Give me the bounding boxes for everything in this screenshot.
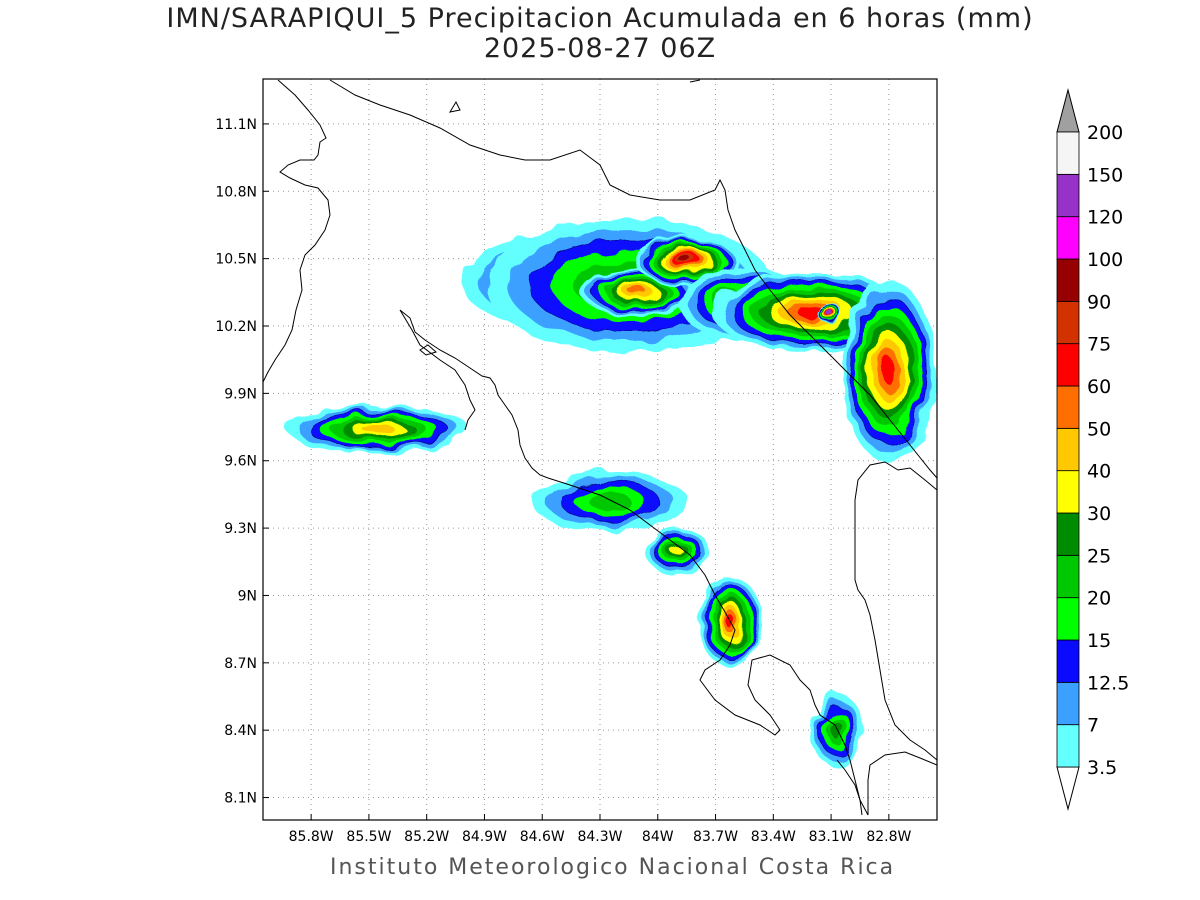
colorbar-swatch: [1056, 639, 1080, 683]
colorbar-label: 25: [1087, 545, 1111, 567]
colorbar-label: 3.5: [1087, 757, 1117, 779]
lat-tick-label: 8.4N: [224, 723, 257, 739]
precip-contour: [362, 425, 395, 434]
map-title: IMN/SARAPIQUI_5 Precipitacion Acumulada …: [166, 3, 1034, 34]
colorbar-max-arrow: [1056, 88, 1080, 133]
colorbar-swatch: [1056, 681, 1080, 726]
colorbar-swatch: [1056, 724, 1080, 768]
footer-credit: Instituto Meteorologico Nacional Costa R…: [330, 855, 896, 880]
lat-tick-label: 9.6N: [224, 454, 257, 470]
map-frame: [262, 78, 938, 821]
lon-tick-label: 84.6W: [520, 829, 565, 845]
colorbar-swatch: [1056, 131, 1080, 175]
lon-tick-label: 84W: [642, 829, 674, 845]
colorbar-swatch: [1056, 343, 1080, 387]
colorbar-swatch: [1056, 597, 1080, 641]
colorbar-label: 12.5: [1087, 672, 1129, 694]
lon-tick-label: 83.4W: [751, 829, 796, 845]
colorbar-swatch: [1056, 300, 1080, 345]
lat-tick-label: 10.2N: [215, 319, 257, 335]
colorbar-swatch: [1056, 258, 1080, 302]
coastline: [263, 79, 937, 816]
lon-tick-label: 82.8W: [866, 829, 911, 845]
precip-contour: [882, 357, 896, 384]
lat-tick-label: 9N: [238, 588, 257, 604]
lat-tick-label: 11.1N: [215, 117, 257, 133]
lon-tick-label: 84.3W: [577, 829, 622, 845]
lat-tick-label: 8.1N: [224, 791, 257, 807]
colorbar-legend: 3.5 7 12.5 15 20 25 30 40 50 60 75 90 100 120 150 200: [1056, 88, 1129, 811]
colorbar-label: 150: [1087, 164, 1123, 186]
longitude-tick-labels: 85.8W 85.5W 85.2W 84.9W 84.6W 84.3W 84W 83.7W 83…: [289, 829, 912, 845]
colorbar-label: 100: [1087, 249, 1123, 271]
precip-contour: [670, 545, 684, 556]
colorbar-swatch: [1056, 385, 1080, 429]
lon-tick-label: 84.9W: [462, 829, 507, 845]
colorbar-label: 20: [1087, 588, 1111, 610]
colorbar-label: 30: [1087, 503, 1111, 525]
lon-tick-label: 83.1W: [809, 829, 854, 845]
colorbar-swatch: [1056, 173, 1080, 218]
lat-tick-label: 10.8N: [215, 184, 257, 200]
lon-tick-label: 83.7W: [693, 829, 738, 845]
colorbar-swatch: [1056, 512, 1080, 556]
colorbar-min-arrow: [1056, 766, 1080, 811]
colorbar-swatch: [1056, 427, 1080, 472]
colorbar-label: 75: [1087, 334, 1111, 356]
lat-tick-label: 9.3N: [224, 521, 257, 537]
colorbar-label: 90: [1087, 291, 1111, 313]
lat-tick-label: 9.9N: [224, 386, 257, 402]
colorbar-swatch: [1056, 470, 1080, 514]
lon-tick-label: 85.2W: [404, 829, 449, 845]
precipitation-field: [287, 218, 936, 767]
colorbar-label: 7: [1087, 715, 1099, 737]
colorbar-swatch: [1056, 554, 1080, 599]
colorbar-label: 50: [1087, 418, 1111, 440]
colorbar-label: 60: [1087, 376, 1111, 398]
precip-contour: [629, 288, 648, 297]
lat-tick-label: 10.5N: [215, 252, 257, 268]
precip-contour: [680, 257, 693, 264]
colorbar-swatch: [1056, 216, 1080, 260]
colorbar-label: 200: [1087, 122, 1123, 144]
colorbar-label: 120: [1087, 207, 1123, 229]
colorbar-label: 15: [1087, 630, 1111, 652]
lon-tick-label: 85.5W: [346, 829, 391, 845]
map-subtitle: 2025-08-27 06Z: [483, 33, 717, 64]
lon-tick-label: 85.8W: [289, 829, 334, 845]
latitude-tick-labels: 11.1N 10.8N 10.5N 10.2N 9.9N 9.6N 9.3N 9N 8.7N 8.…: [215, 117, 257, 807]
precip-contour: [828, 311, 835, 318]
lat-tick-label: 8.7N: [224, 656, 257, 672]
colorbar-label: 40: [1087, 461, 1111, 483]
